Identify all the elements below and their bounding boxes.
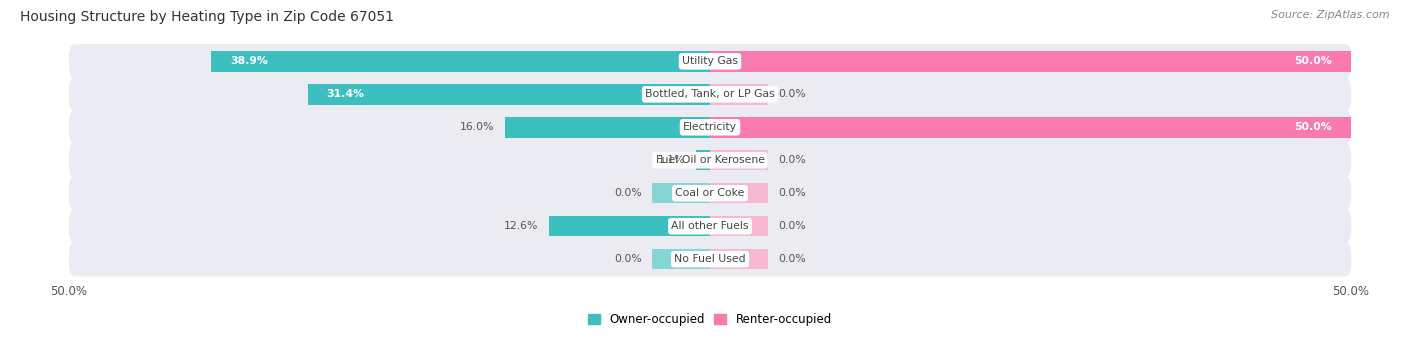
- Bar: [710, 51, 1351, 72]
- Bar: [505, 117, 710, 137]
- Text: 38.9%: 38.9%: [231, 56, 269, 66]
- Text: 0.0%: 0.0%: [778, 254, 806, 264]
- Text: Bottled, Tank, or LP Gas: Bottled, Tank, or LP Gas: [645, 89, 775, 99]
- Bar: [652, 183, 710, 204]
- Bar: [308, 84, 710, 105]
- Bar: [710, 249, 768, 269]
- Text: 0.0%: 0.0%: [778, 188, 806, 198]
- Bar: [710, 84, 768, 105]
- Text: Coal or Coke: Coal or Coke: [675, 188, 745, 198]
- Text: No Fuel Used: No Fuel Used: [675, 254, 745, 264]
- Text: 0.0%: 0.0%: [778, 89, 806, 99]
- Bar: [710, 150, 768, 170]
- FancyBboxPatch shape: [69, 176, 1351, 210]
- Text: All other Fuels: All other Fuels: [671, 221, 749, 231]
- Text: 0.0%: 0.0%: [778, 155, 806, 165]
- FancyBboxPatch shape: [69, 242, 1351, 276]
- Bar: [710, 216, 768, 236]
- Bar: [710, 183, 768, 204]
- Text: 16.0%: 16.0%: [460, 122, 495, 132]
- Text: 50.0%: 50.0%: [1294, 122, 1331, 132]
- Text: 0.0%: 0.0%: [614, 188, 643, 198]
- Text: Utility Gas: Utility Gas: [682, 56, 738, 66]
- Text: Source: ZipAtlas.com: Source: ZipAtlas.com: [1271, 10, 1389, 20]
- Bar: [710, 117, 1351, 137]
- Text: 0.0%: 0.0%: [614, 254, 643, 264]
- FancyBboxPatch shape: [69, 209, 1351, 243]
- Text: 50.0%: 50.0%: [1294, 56, 1331, 66]
- Text: Electricity: Electricity: [683, 122, 737, 132]
- Bar: [548, 216, 710, 236]
- FancyBboxPatch shape: [69, 110, 1351, 145]
- FancyBboxPatch shape: [69, 44, 1351, 78]
- Text: 1.1%: 1.1%: [658, 155, 686, 165]
- FancyBboxPatch shape: [69, 143, 1351, 177]
- Bar: [211, 51, 710, 72]
- Bar: [652, 249, 710, 269]
- FancyBboxPatch shape: [69, 77, 1351, 112]
- Text: 12.6%: 12.6%: [503, 221, 538, 231]
- Legend: Owner-occupied, Renter-occupied: Owner-occupied, Renter-occupied: [588, 313, 832, 326]
- Text: 0.0%: 0.0%: [778, 221, 806, 231]
- Text: Housing Structure by Heating Type in Zip Code 67051: Housing Structure by Heating Type in Zip…: [20, 10, 394, 24]
- Bar: [696, 150, 710, 170]
- Text: Fuel Oil or Kerosene: Fuel Oil or Kerosene: [655, 155, 765, 165]
- Text: 31.4%: 31.4%: [326, 89, 364, 99]
